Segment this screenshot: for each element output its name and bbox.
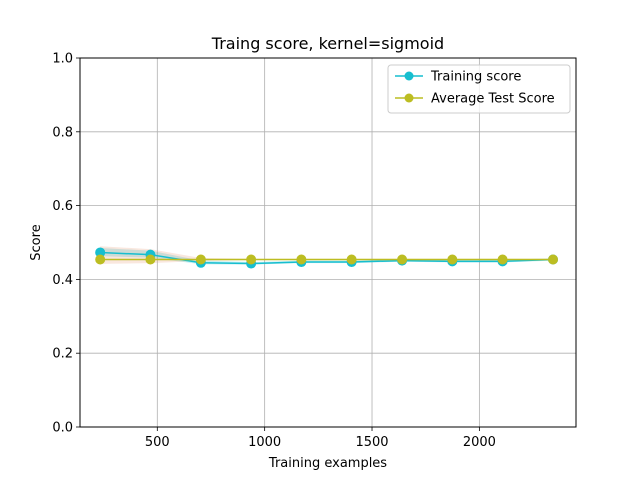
y-tick-label: 0.2 [52, 347, 73, 362]
y-tick-label: 0.4 [52, 273, 73, 288]
x-axis-label: Training examples [268, 456, 387, 471]
data-point [195, 254, 206, 265]
data-point [95, 254, 106, 265]
x-tick-label: 2000 [463, 435, 496, 450]
data-point [397, 254, 408, 265]
data-point [296, 254, 307, 265]
y-axis-label: Score [29, 224, 44, 260]
chart-title: Traing score, kernel=sigmoid [211, 34, 444, 53]
data-point [246, 254, 257, 265]
legend-swatch-marker [404, 93, 414, 103]
legend-label: Average Test Score [431, 92, 555, 107]
axis-ticks: 500 1000 1500 2000 0.0 0.2 0.4 0.6 0.8 1.0 [52, 52, 496, 451]
y-tick-label: 0.0 [52, 421, 73, 436]
y-tick-label: 0.8 [52, 125, 73, 140]
y-tick-label: 0.6 [52, 199, 73, 214]
x-tick-label: 1000 [248, 435, 281, 450]
legend: Training score Average Test Score [387, 64, 571, 114]
data-point [447, 254, 458, 265]
legend-label: Training score [430, 70, 521, 85]
data-point [346, 254, 357, 265]
series-lines [95, 247, 559, 269]
legend-box [387, 64, 571, 114]
data-point [497, 254, 508, 265]
data-point [145, 254, 156, 265]
x-tick-label: 1500 [355, 435, 388, 450]
x-tick-label: 500 [145, 435, 170, 450]
data-point [548, 254, 559, 265]
plot-frame [79, 57, 577, 428]
y-tick-label: 1.0 [52, 52, 73, 67]
legend-swatch-marker [404, 71, 414, 81]
